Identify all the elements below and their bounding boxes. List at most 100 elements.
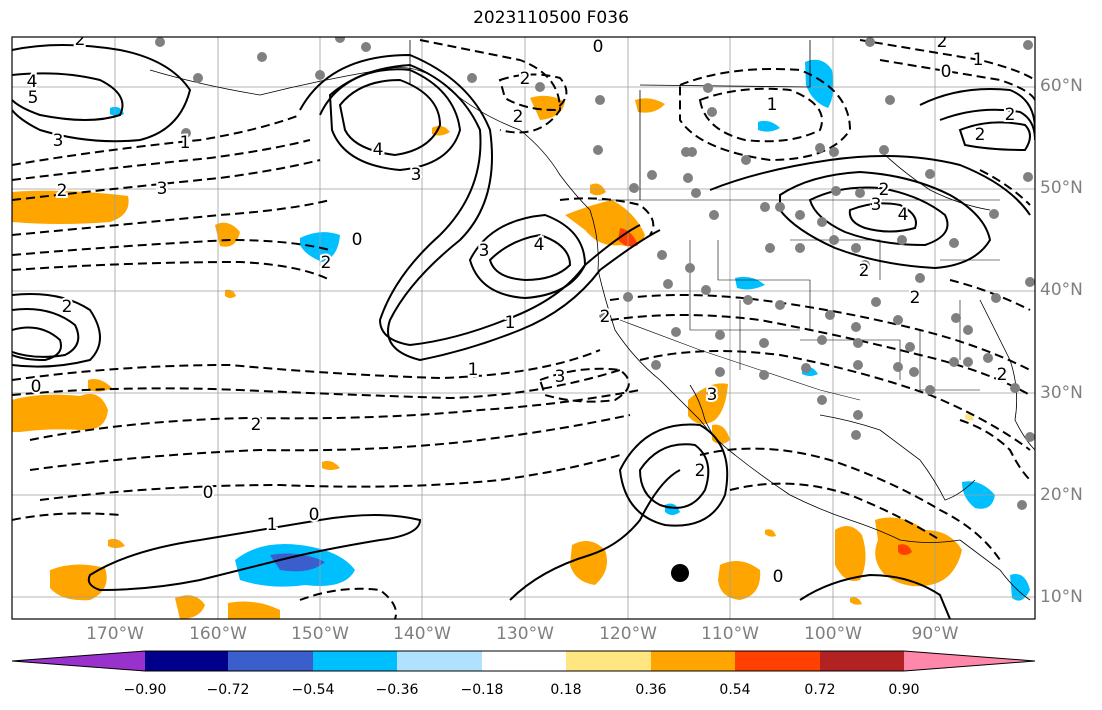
colorbar-tick-label: −0.36 — [375, 682, 419, 698]
contour-label: 2 — [859, 261, 870, 281]
colorbar-swatch — [313, 651, 397, 671]
colorbar-tick-label: 0.90 — [888, 682, 920, 698]
shade-orange-small5 — [108, 538, 125, 548]
shade-orange-small8 — [850, 597, 862, 605]
contour-label: 3 — [411, 165, 422, 185]
contour-label: 1 — [180, 133, 191, 153]
lat-label-60n: 60°N — [1040, 76, 1083, 96]
colorbar-tick-label: −0.72 — [206, 682, 250, 698]
shade-darkblue-pacific — [270, 553, 325, 572]
shade-blue-canada2 — [758, 120, 780, 132]
graticule — [12, 37, 1035, 619]
lon-label-160w: 160°W — [189, 624, 247, 644]
shade-orange-small2 — [590, 183, 606, 196]
colorbar-swatch — [735, 651, 820, 671]
contour-label: 3 — [871, 195, 882, 215]
colorbar-swatch — [12, 651, 145, 671]
shade-blue-canada — [805, 59, 834, 108]
contour-labels: 0 2 1 2 0 4 5 3 2 3 1 4 3 2 2 3 4 0 1 1 … — [25, 30, 1018, 589]
contour-label: 5 — [28, 88, 39, 108]
map-frame — [11, 36, 1036, 620]
negative-contours — [12, 39, 1035, 619]
contour-label: 2 — [1005, 105, 1016, 125]
map-title: 2023110500 F036 — [473, 8, 629, 28]
contour-label: 2 — [513, 107, 524, 127]
lon-label-170w: 170°W — [86, 624, 144, 644]
contour-label: 2 — [251, 415, 262, 435]
shade-orange-small7 — [765, 529, 776, 537]
contour-label: 3 — [555, 367, 566, 387]
colorbar-swatch — [145, 651, 228, 671]
contour-label: 4 — [534, 235, 545, 255]
station-dots — [155, 37, 1035, 510]
contour-label: 1 — [505, 313, 516, 333]
shade-orange-tropic2 — [718, 561, 761, 600]
contour-label: 0 — [773, 567, 784, 587]
positive-contours — [12, 44, 1035, 619]
lon-label-120w: 120°W — [599, 624, 657, 644]
colorbar-swatch — [566, 651, 651, 671]
colorbar-tick-label: 0.72 — [804, 682, 836, 698]
contour-label: 2 — [62, 297, 73, 317]
colorbar-swatch — [651, 651, 735, 671]
shade-orange-tropic4 — [875, 517, 962, 587]
colorbar-swatch — [820, 651, 904, 671]
contour-label: 2 — [75, 30, 86, 50]
contour-label: 0 — [593, 37, 604, 57]
contour-label: 1 — [767, 95, 778, 115]
colorbar-tick-label: 0.36 — [635, 682, 667, 698]
contour-label: 0 — [31, 377, 42, 397]
shade-orange-small3 — [225, 289, 236, 298]
shade-orange-tropic7 — [228, 601, 280, 619]
colorbar-tick-label: −0.54 — [291, 682, 335, 698]
shade-orange-sw — [12, 393, 108, 432]
lon-label-140w: 140°W — [393, 624, 451, 644]
colorbar-tick-label: −0.90 — [123, 682, 167, 698]
contour-label: 3 — [157, 179, 168, 199]
contour-label: 4 — [898, 205, 909, 225]
lat-label-40n: 40°N — [1040, 280, 1083, 300]
contour-label: 2 — [600, 307, 611, 327]
colorbar-swatch — [904, 651, 1035, 671]
contour-label: 1 — [973, 50, 984, 70]
lat-label-50n: 50°N — [1040, 178, 1083, 198]
contour-label: 1 — [267, 515, 278, 535]
lat-label-10n: 10°N — [1040, 587, 1083, 607]
contour-label: 2 — [910, 288, 921, 308]
contour-label: 2 — [520, 69, 531, 89]
station-marker-black-dot — [671, 564, 689, 582]
contour-label: 3 — [53, 131, 64, 151]
lat-label-30n: 30°N — [1040, 383, 1083, 403]
shade-orange-small6 — [88, 379, 112, 392]
lon-label-150w: 150°W — [291, 624, 349, 644]
contour-label: 4 — [27, 72, 38, 92]
contour-label: 2 — [975, 125, 986, 145]
shade-red-tropic — [898, 544, 912, 555]
contour-label: 0 — [352, 230, 363, 250]
lon-label-90w: 90°W — [911, 624, 959, 644]
contour-label: 2 — [937, 32, 948, 52]
shade-orange-small4 — [322, 460, 340, 470]
contour-label: 1 — [468, 360, 479, 380]
lon-label-110w: 110°W — [701, 624, 759, 644]
contour-label: 2 — [879, 180, 890, 200]
shade-orange-baja — [688, 383, 728, 425]
lat-label-20n: 20°N — [1040, 485, 1083, 505]
colorbar-swatch — [397, 651, 482, 671]
shade-orange-tropic3 — [835, 526, 866, 581]
contour-label: 2 — [57, 181, 68, 201]
colorbar-tick-label: −0.18 — [460, 682, 504, 698]
contour-label: 2 — [321, 253, 332, 273]
colorbar-tick-label: 0.54 — [719, 682, 751, 698]
contour-label: 0 — [203, 483, 214, 503]
contour-label: 2 — [695, 461, 706, 481]
contour-label: 0 — [309, 505, 320, 525]
contour-label: 4 — [373, 140, 384, 160]
shade-orange-mid-pacific — [215, 222, 240, 247]
lon-label-100w: 100°W — [804, 624, 862, 644]
contour-label: 3 — [479, 241, 490, 261]
lon-label-130w: 130°W — [496, 624, 554, 644]
colorbar-swatch — [482, 651, 566, 671]
shade-orange-west — [12, 190, 129, 224]
